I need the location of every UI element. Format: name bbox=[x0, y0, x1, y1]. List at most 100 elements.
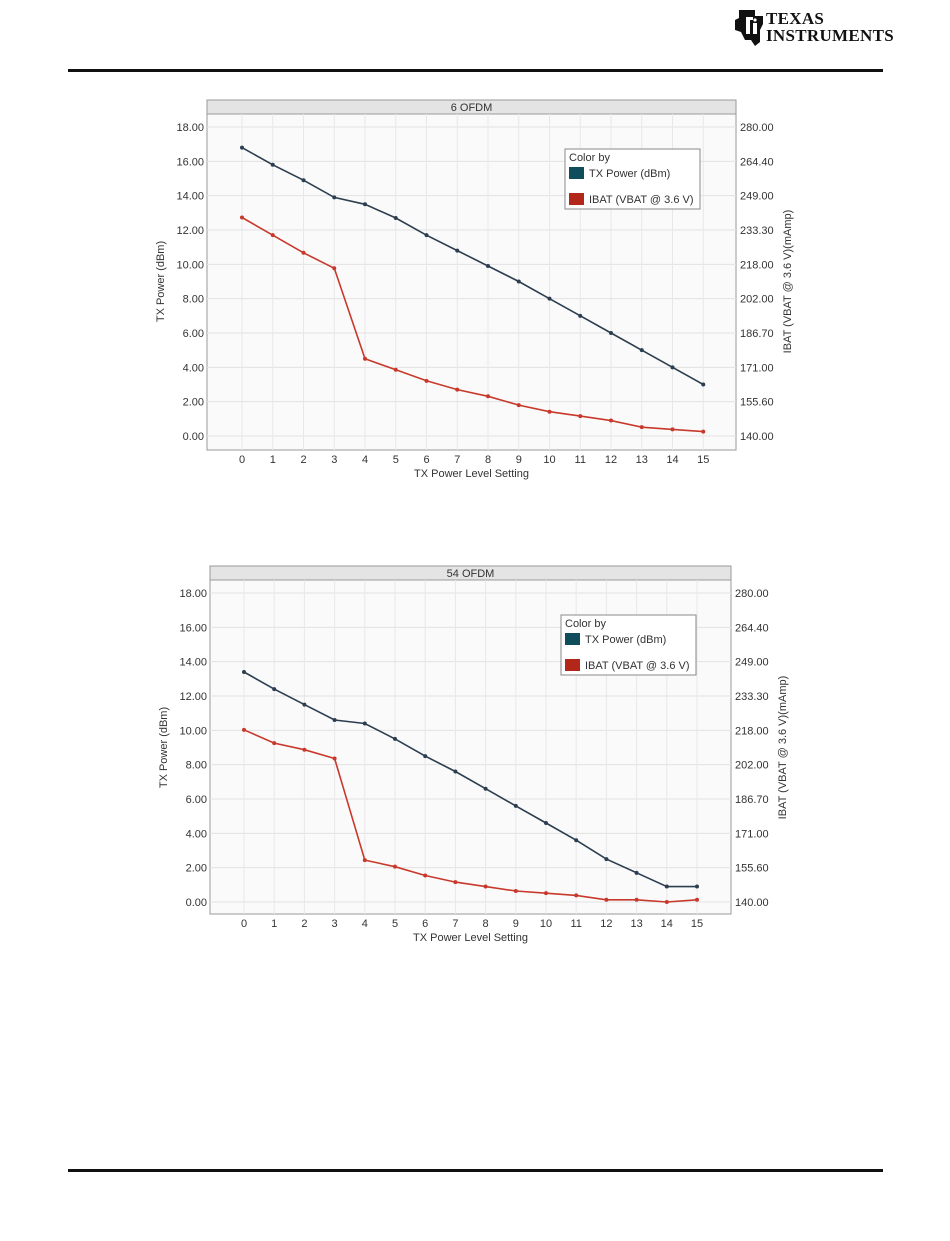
x-tick-label: 15 bbox=[691, 918, 703, 930]
x-tick-label: 10 bbox=[543, 454, 555, 466]
series-line-tx-power bbox=[241, 146, 704, 386]
series-line-ibat bbox=[241, 216, 704, 433]
y2-tick-label: 233.30 bbox=[735, 691, 769, 703]
data-point-tx-power bbox=[272, 687, 277, 692]
y2-tick-label: 202.00 bbox=[735, 760, 769, 772]
y2-tick-label: 280.00 bbox=[740, 122, 774, 134]
brand-name: TEXAS INSTRUMENTS bbox=[766, 10, 894, 44]
data-point-tx-power bbox=[664, 884, 669, 889]
data-point-tx-power bbox=[455, 248, 460, 253]
y-tick-label: 14.00 bbox=[179, 657, 207, 669]
data-point-tx-power bbox=[242, 669, 246, 674]
data-point-tx-power bbox=[547, 296, 552, 301]
data-point-ibat bbox=[242, 727, 246, 732]
y-axis-label: TX Power (dBm) bbox=[155, 241, 167, 322]
y-tick-label: 16.00 bbox=[179, 622, 207, 634]
x-tick-label: 11 bbox=[575, 454, 586, 466]
y-tick-label: 8.00 bbox=[186, 760, 207, 772]
data-point-tx-power bbox=[393, 215, 398, 220]
y-tick-label: 10.00 bbox=[179, 725, 207, 737]
data-point-tx-power bbox=[393, 736, 397, 741]
series-line-ibat bbox=[243, 729, 698, 903]
x-tick-label: 5 bbox=[393, 454, 399, 466]
x-tick-label: 15 bbox=[697, 454, 709, 466]
x-tick-label: 0 bbox=[239, 454, 245, 466]
x-tick-label: 6 bbox=[422, 918, 428, 930]
legend-box bbox=[564, 148, 701, 210]
x-tick-label: 12 bbox=[605, 454, 617, 466]
data-point-ibat bbox=[423, 873, 428, 878]
data-point-ibat bbox=[634, 897, 639, 902]
y2-tick-label: 249.00 bbox=[740, 191, 774, 203]
data-point-tx-power bbox=[574, 838, 579, 843]
x-tick-label: 14 bbox=[666, 454, 678, 466]
data-point-ibat bbox=[664, 900, 669, 904]
x-tick-label: 0 bbox=[241, 918, 247, 930]
chart-54-ofdm: 54 OFDM 0.00 2.00 4.00 6.00 8.00 10.00 12.00 14.… bbox=[158, 565, 789, 944]
data-point-ibat bbox=[486, 394, 490, 399]
data-point-tx-power bbox=[240, 145, 244, 150]
data-point-ibat bbox=[453, 880, 458, 885]
data-point-ibat bbox=[393, 864, 397, 869]
y-tick-label: 4.00 bbox=[183, 362, 204, 374]
data-point-ibat bbox=[363, 356, 367, 361]
data-point-ibat bbox=[424, 378, 429, 383]
data-point-ibat bbox=[547, 409, 552, 414]
x-axis-label: TX Power Level Setting bbox=[414, 468, 529, 480]
x-tick-label: 2 bbox=[300, 454, 306, 466]
data-point-tx-power bbox=[486, 264, 490, 269]
legend-label: IBAT (VBAT @ 3.6 V) bbox=[589, 194, 694, 206]
y-tick-label: 6.00 bbox=[186, 794, 207, 806]
y-tick-label: 10.00 bbox=[176, 259, 204, 271]
data-point-tx-power bbox=[513, 803, 518, 808]
y-tick-label: 12.00 bbox=[176, 225, 204, 237]
top-rule bbox=[68, 69, 883, 72]
y-tick-label: 4.00 bbox=[186, 828, 207, 840]
data-point-ibat bbox=[483, 884, 488, 889]
data-point-ibat bbox=[270, 233, 275, 238]
data-point-ibat bbox=[639, 425, 644, 430]
data-point-tx-power bbox=[423, 754, 428, 759]
x-tick-label: 4 bbox=[362, 454, 368, 466]
y2-tick-label: 155.60 bbox=[735, 863, 769, 875]
chart-6-ofdm: 6 OFDM 0.00 2.00 4.00 6.00 8.00 10.00 12.00 14.0… bbox=[155, 99, 794, 480]
data-point-tx-power bbox=[483, 786, 488, 791]
data-point-ibat bbox=[701, 429, 706, 434]
data-point-tx-power bbox=[516, 279, 521, 284]
x-tick-label: 3 bbox=[332, 918, 338, 930]
data-point-ibat bbox=[695, 897, 699, 902]
data-point-tx-power bbox=[578, 313, 583, 318]
x-tick-label: 10 bbox=[540, 918, 552, 930]
data-point-ibat bbox=[670, 427, 675, 432]
legend-swatch bbox=[565, 633, 580, 645]
legend-swatch bbox=[569, 193, 584, 205]
bottom-rule bbox=[68, 1169, 883, 1172]
x-axis-label: TX Power Level Setting bbox=[413, 932, 528, 944]
y-tick-label: 12.00 bbox=[179, 691, 207, 703]
y2-tick-label: 218.00 bbox=[740, 259, 774, 271]
ti-logo-icon bbox=[735, 10, 763, 46]
y2-tick-label: 171.00 bbox=[735, 828, 769, 840]
legend-title: Color by bbox=[569, 152, 610, 164]
data-point-tx-power bbox=[302, 702, 307, 707]
y2-tick-label: 264.40 bbox=[735, 622, 769, 634]
data-point-ibat bbox=[455, 387, 460, 392]
data-point-ibat bbox=[240, 215, 244, 220]
x-tick-label: 8 bbox=[483, 918, 489, 930]
data-point-ibat bbox=[272, 741, 277, 746]
legend-swatch bbox=[565, 659, 580, 671]
y2-axis-label: IBAT (VBAT @ 3.6 V)(mAmp) bbox=[777, 676, 789, 820]
data-point-tx-power bbox=[332, 718, 337, 723]
x-tick-label: 8 bbox=[485, 454, 491, 466]
data-point-ibat bbox=[578, 414, 583, 419]
y-axis-label: TX Power (dBm) bbox=[158, 707, 170, 788]
brand-line-1: TEXAS bbox=[766, 9, 825, 28]
y2-tick-label: 140.00 bbox=[735, 897, 769, 909]
data-point-ibat bbox=[302, 747, 307, 752]
data-point-tx-power bbox=[301, 178, 306, 183]
x-tick-label: 9 bbox=[513, 918, 519, 930]
legend: Color by TX Power (dBm) IBAT (VBAT @ 3.6 V… bbox=[564, 148, 701, 210]
legend-label: TX Power (dBm) bbox=[589, 168, 670, 180]
data-point-tx-power bbox=[363, 202, 367, 207]
chart-title: 54 OFDM bbox=[447, 568, 495, 580]
